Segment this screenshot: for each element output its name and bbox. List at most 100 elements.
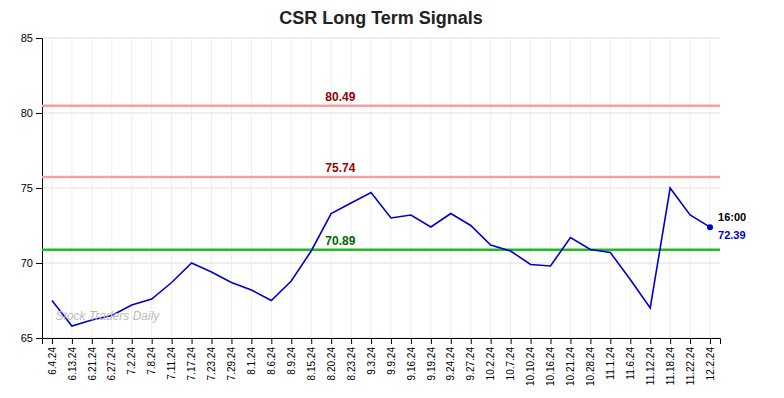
tick-label: 11.12.24	[645, 347, 656, 386]
chart: 65 70 75 80 85 6.4.24 6.13.24 6.21.24 6.27.24 7.2…	[0, 0, 784, 398]
tick-mark	[152, 338, 153, 344]
tick-label: 70	[21, 257, 33, 269]
tick-mark	[511, 338, 512, 344]
x-tick: 8.15.24	[306, 338, 317, 380]
tick-label: 9.19.24	[426, 347, 437, 381]
x-tick: 7.17.24	[186, 338, 197, 380]
x-tick: 7.8.24	[146, 338, 157, 375]
tick-mark	[451, 338, 452, 344]
tick-label: 9.16.24	[406, 347, 417, 381]
tick-label: 10.21.24	[565, 347, 576, 386]
tick-label: 11.1.24	[605, 347, 616, 380]
tick-label: 6.21.24	[87, 347, 98, 381]
tick-label: 9.27.24	[465, 347, 476, 381]
tick-label: 6.4.24	[47, 347, 58, 375]
x-tick: 10.7.24	[505, 338, 516, 380]
tick-mark	[52, 338, 53, 344]
tick-label: 12.2.24	[705, 347, 716, 381]
y-tick: 65	[21, 332, 42, 344]
grid-line	[710, 38, 711, 338]
tick-mark	[251, 338, 252, 344]
tick-label: 7.17.24	[186, 347, 197, 381]
tick-mark	[670, 338, 671, 344]
tick-mark	[471, 338, 472, 344]
grid-line	[211, 38, 212, 338]
grid-line	[231, 38, 232, 338]
tick-mark	[411, 338, 412, 344]
grid-line	[291, 38, 292, 338]
tick-label: 7.29.24	[226, 347, 237, 381]
x-tick: 7.29.24	[226, 338, 237, 380]
tick-label: 8.23.24	[346, 347, 357, 381]
grid-line	[390, 38, 391, 338]
x-tick: 6.4.24	[47, 338, 58, 375]
reference-line	[42, 176, 720, 179]
tick-label: 8.20.24	[326, 347, 337, 381]
grid-line	[371, 38, 372, 338]
tick-label: 8.15.24	[306, 347, 317, 381]
tick-mark	[36, 113, 42, 114]
tick-label: 10.10.24	[525, 347, 536, 386]
x-tick: 7.11.24	[166, 338, 177, 380]
grid-line	[311, 38, 312, 338]
tick-label: 6.13.24	[67, 347, 78, 381]
tick-label: 9.9.24	[386, 347, 397, 375]
reference-label: 75.74	[325, 161, 355, 175]
grid-line	[630, 38, 631, 338]
line	[52, 188, 710, 326]
x-tick: 8.20.24	[326, 338, 337, 380]
grid-line	[470, 38, 471, 338]
x-tick: 7.2.24	[126, 338, 137, 375]
last-point	[707, 224, 713, 230]
grid-line	[650, 38, 651, 338]
grid-line	[91, 38, 92, 338]
plot-area: 65 70 75 80 85 6.4.24 6.13.24 6.21.24 6.27.24 7.2…	[21, 32, 746, 386]
grid-line	[71, 38, 72, 338]
tick-mark	[491, 338, 492, 344]
tick-label: 7.2.24	[126, 347, 137, 375]
tick-mark	[650, 338, 651, 344]
x-tick: 6.13.24	[67, 338, 78, 380]
grid-line	[191, 38, 192, 338]
tick-label: 75	[21, 182, 33, 194]
title: CSR Long Term Signals	[279, 8, 483, 28]
x-tick: 11.12.24	[645, 338, 656, 385]
tick-label: 9.3.24	[366, 347, 377, 375]
reference-label: 70.89	[325, 234, 355, 248]
x-tick: 6.27.24	[106, 338, 117, 380]
x-axis: 6.4.24 6.13.24 6.21.24 6.27.24 7.2.24 7.8.24 7…	[43, 338, 721, 386]
grid-line	[351, 38, 352, 338]
grid-line	[590, 38, 591, 338]
y-tick: 85	[21, 32, 42, 44]
tick-mark	[371, 338, 372, 344]
grid-line	[171, 38, 172, 338]
grid-line	[690, 38, 691, 338]
grid-line	[530, 38, 531, 338]
x-tick: 8.9.24	[286, 338, 297, 375]
grid-line	[51, 38, 52, 338]
tick-label: 7.11.24	[166, 347, 177, 380]
y-axis: 65 70 75 80 85	[21, 32, 43, 344]
y-tick: 80	[21, 107, 42, 119]
tick-mark	[331, 338, 332, 344]
tick-label: 10.16.24	[545, 347, 556, 386]
reference-line	[42, 248, 720, 251]
tick-mark	[36, 188, 42, 189]
x-tick: 10.21.24	[565, 338, 576, 386]
tick-mark	[36, 338, 42, 339]
grid-line	[610, 38, 611, 338]
grid-line	[111, 38, 112, 338]
grid	[42, 38, 720, 338]
y-tick: 70	[21, 257, 42, 269]
tick-mark	[291, 338, 292, 344]
tick-mark	[172, 338, 173, 344]
tick-label: 7.23.24	[206, 347, 217, 381]
tick-mark	[391, 338, 392, 344]
tick-mark	[610, 338, 611, 344]
tick-label: 10.2.24	[485, 347, 496, 381]
tick-mark	[551, 338, 552, 344]
tick-label: 11.22.24	[685, 347, 696, 386]
tick-label: 8.6.24	[266, 347, 277, 375]
grid-line	[151, 38, 152, 338]
grid-line	[490, 38, 491, 338]
